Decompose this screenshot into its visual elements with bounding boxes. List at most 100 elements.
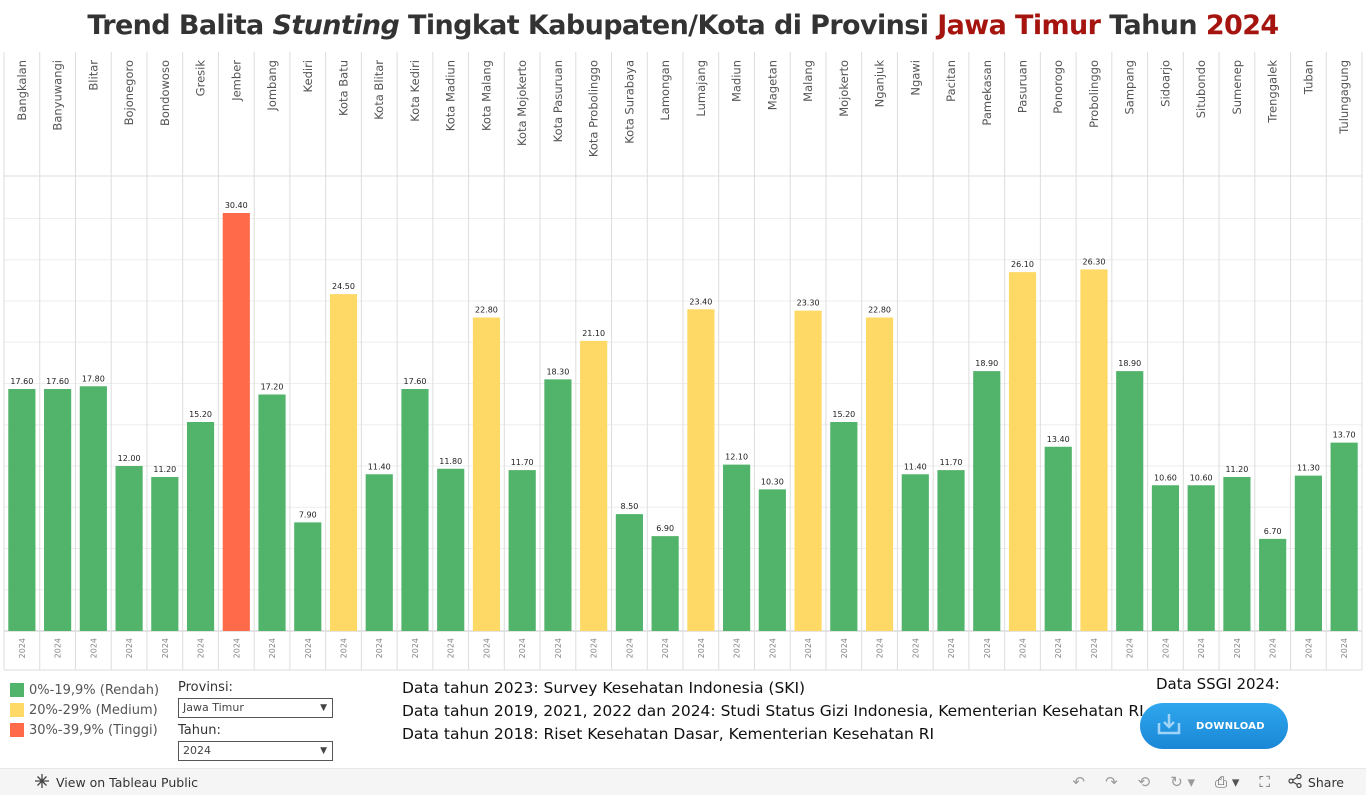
bar-value-label: 18.90 <box>1118 359 1141 368</box>
category-label: Tulungagung <box>1337 60 1351 135</box>
bar <box>937 470 965 631</box>
bar-value-label: 11.40 <box>904 462 927 471</box>
fullscreen-icon[interactable]: ⛶ <box>1259 773 1270 791</box>
year-tick-label: 2024 <box>518 638 527 658</box>
category-label: Banyuwangi <box>51 60 65 131</box>
year-tick-label: 2024 <box>89 638 98 658</box>
year-select[interactable]: 2024 ▼ <box>178 741 333 761</box>
bar <box>580 340 608 631</box>
province-filter-label: Provinsi: <box>178 680 233 695</box>
note-2018: Data tahun 2018: Riset Kesehatan Dasar, … <box>402 725 935 743</box>
year-tick-label: 2024 <box>54 638 63 658</box>
undo-icon[interactable]: ↶ <box>1072 773 1086 791</box>
share-icon <box>1288 773 1302 791</box>
download-button[interactable]: DOWNLOAD <box>1140 703 1288 749</box>
bar <box>615 514 643 631</box>
category-label: Magetan <box>765 60 779 110</box>
share-button[interactable]: Share <box>1288 773 1344 791</box>
ssgi-download-panel: Data SSGI 2024: DOWNLOAD <box>1140 675 1300 749</box>
category-label: Kota Mojokerto <box>515 60 529 146</box>
bar <box>1151 485 1180 631</box>
redo-icon[interactable]: ↷ <box>1105 773 1118 791</box>
bar-value-label: 26.30 <box>1083 257 1106 266</box>
bar-value-label: 15.20 <box>832 410 855 419</box>
bar-value-label: 10.30 <box>761 477 784 486</box>
year-tick-label: 2024 <box>232 638 241 658</box>
bar <box>865 317 894 631</box>
refresh-icon[interactable]: ↻ ▾ <box>1170 773 1196 791</box>
filters-panel: Provinsi: Jawa Timur ▼ Tahun: 2024 ▼ <box>178 678 333 761</box>
category-label: Kota Blitar <box>372 60 386 120</box>
bar <box>687 309 715 631</box>
legend-swatch-medium <box>10 703 24 717</box>
bar <box>723 464 751 631</box>
year-tick-label: 2024 <box>876 638 885 658</box>
title-year: 2024 <box>1205 10 1279 41</box>
title-part2: Tingkat Kabupaten/Kota di Provinsi <box>399 10 938 41</box>
category-label: Jember <box>229 60 243 102</box>
view-on-tableau-link[interactable]: View on Tableau Public <box>34 773 198 792</box>
bar <box>8 389 36 631</box>
year-tick-label: 2024 <box>411 638 420 658</box>
note-ssgi: Data tahun 2019, 2021, 2022 dan 2024: St… <box>402 702 1144 720</box>
legend-item-rendah[interactable]: 0%-19,9% (Rendah) <box>10 680 159 700</box>
toolbar-actions: ↶ ↷ ⟲ ↻ ▾ ⎙ ▾ ⛶ Share <box>1062 773 1366 791</box>
category-label: Pasuruan <box>1016 60 1030 113</box>
bar-value-label: 8.50 <box>620 502 638 511</box>
category-label: Lumajang <box>694 60 708 117</box>
year-tick-label: 2024 <box>447 638 456 658</box>
year-tick-label: 2024 <box>268 638 277 658</box>
category-label: Kota Madiun <box>444 60 458 131</box>
category-label: Gresik <box>194 60 208 97</box>
bar-value-label: 11.20 <box>1225 465 1248 474</box>
bar-value-label: 13.70 <box>1333 431 1356 440</box>
bar <box>186 422 215 631</box>
year-tick-label: 2024 <box>304 638 313 658</box>
bar-value-label: 12.00 <box>118 454 141 463</box>
page-title: Trend Balita Stunting Tingkat Kabupaten/… <box>0 10 1366 50</box>
legend-item-medium[interactable]: 20%-29% (Medium) <box>10 700 159 720</box>
province-select-value: Jawa Timur <box>183 701 244 714</box>
bar <box>365 474 393 631</box>
year-tick-label: 2024 <box>804 638 813 658</box>
category-label: Bangkalan <box>15 60 29 121</box>
year-tick-label: 2024 <box>697 638 706 658</box>
category-label: Kota Malang <box>479 60 493 131</box>
bar-value-label: 17.60 <box>404 377 427 386</box>
bar-value-label: 15.20 <box>189 410 212 419</box>
category-label: Bondowoso <box>158 60 172 126</box>
legend-item-tinggi[interactable]: 30%-39,9% (Tinggi) <box>10 720 159 740</box>
year-tick-label: 2024 <box>340 638 349 658</box>
legend-label-tinggi: 30%-39,9% (Tinggi) <box>29 722 158 738</box>
year-tick-label: 2024 <box>1340 638 1349 658</box>
bar-value-label: 10.60 <box>1190 473 1213 482</box>
bar-value-label: 17.60 <box>10 377 33 386</box>
category-label: Tuban <box>1301 60 1315 95</box>
year-tick-label: 2024 <box>947 638 956 658</box>
bar <box>973 371 1001 631</box>
category-label: Kota Pasuruan <box>551 60 565 142</box>
province-select[interactable]: Jawa Timur ▼ <box>178 698 333 718</box>
year-select-value: 2024 <box>183 744 211 757</box>
bar <box>508 470 536 631</box>
year-tick-label: 2024 <box>375 638 384 658</box>
tableau-logo-icon <box>34 773 50 792</box>
title-italic: Stunting <box>272 10 400 41</box>
revert-icon[interactable]: ⟲ <box>1137 773 1151 791</box>
download-icon <box>1156 712 1182 740</box>
category-label: Ngawi <box>908 60 922 96</box>
download-menu-icon[interactable]: ⎙ ▾ <box>1215 773 1240 791</box>
bar <box>294 522 322 631</box>
year-tick-label: 2024 <box>1233 638 1242 658</box>
bar-value-label: 17.60 <box>46 377 69 386</box>
bar-value-label: 18.30 <box>546 367 569 376</box>
category-label: Probolinggo <box>1087 60 1101 128</box>
year-tick-label: 2024 <box>1090 638 1099 658</box>
bar <box>651 536 679 631</box>
category-label: Blitar <box>86 60 100 91</box>
category-label: Nganjuk <box>873 60 887 108</box>
bar <box>758 489 786 631</box>
color-legend: 0%-19,9% (Rendah) 20%-29% (Medium) 30%-3… <box>10 680 159 740</box>
tableau-toolbar: View on Tableau Public ↶ ↷ ⟲ ↻ ▾ ⎙ ▾ ⛶ S… <box>0 768 1366 795</box>
bar <box>1044 446 1072 631</box>
